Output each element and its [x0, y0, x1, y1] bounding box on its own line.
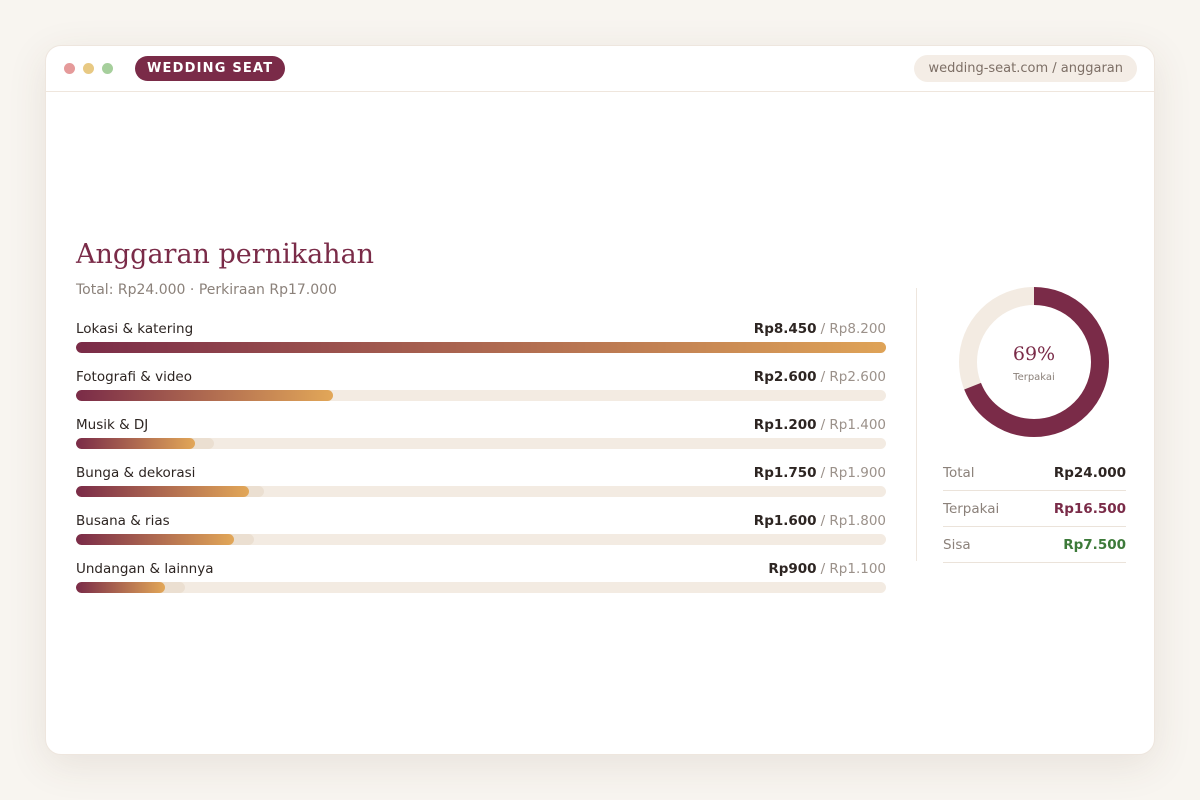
spent-bar: [76, 438, 195, 449]
title: Anggaran pernikahan: [76, 239, 375, 270]
summary-label: Total: [943, 465, 975, 481]
item-name: Bunga & dekorasi: [76, 465, 196, 481]
summary-label: Terpakai: [943, 501, 1000, 517]
budget-row: Musik & DJ Rp1.200/ Rp1.400: [76, 416, 886, 464]
budget-row: Bunga & dekorasi Rp1.750/ Rp1.900: [76, 464, 886, 512]
spent-bar: [76, 582, 165, 593]
spent-bar: [76, 390, 333, 401]
brand[interactable]: WEDDING SEAT: [135, 56, 286, 81]
item-amount: Rp900/ Rp1.100: [768, 561, 886, 577]
window-dot[interactable]: [83, 63, 94, 74]
spent-label: Rp1.750: [753, 465, 817, 481]
window-dot[interactable]: [64, 63, 75, 74]
spent-bar: [76, 486, 249, 497]
divider: [916, 288, 917, 561]
donut-arc: [959, 287, 1109, 437]
percent-caption: Terpakai: [1013, 372, 1055, 383]
summary-label: Sisa: [943, 537, 971, 553]
spent-bar: [76, 342, 886, 353]
subtitle: Total: Rp24.000 · Perkiraan Rp17.000: [76, 282, 337, 298]
estimate-label: / Rp1.100: [820, 561, 886, 577]
bar-track: [76, 534, 886, 545]
summary-value: Rp16.500: [1053, 501, 1126, 517]
item-name: Undangan & lainnya: [76, 561, 214, 577]
estimate-label: / Rp1.800: [820, 513, 886, 529]
budget-list: Lokasi & katering Rp8.450/ Rp8.200 Fotogra…: [76, 320, 886, 608]
title-bar: WEDDING SEAT wedding-seat.com / anggaran: [46, 46, 1154, 92]
budget-row: Fotografi & video Rp2.600/ Rp2.600: [76, 368, 886, 416]
url[interactable]: wedding-seat.com / anggaran: [914, 55, 1137, 82]
budget-row: Busana & rias Rp1.600/ Rp1.800: [76, 512, 886, 560]
budget-row: Lokasi & katering Rp8.450/ Rp8.200: [76, 320, 886, 368]
item-name: Fotografi & video: [76, 369, 192, 385]
spent-label: Rp900: [768, 561, 817, 577]
estimate-label: / Rp1.900: [820, 465, 886, 481]
spent-label: Rp2.600: [753, 369, 817, 385]
summary-value: Rp7.500: [1063, 537, 1126, 553]
item-name: Musik & DJ: [76, 417, 149, 433]
window-dot[interactable]: [102, 63, 113, 74]
budget-row: Undangan & lainnya Rp900/ Rp1.100: [76, 560, 886, 608]
spent-label: Rp1.600: [753, 513, 817, 529]
summary: Total Rp24.000 Terpakai Rp16.500 Sisa Rp7.500: [943, 456, 1126, 564]
item-amount: Rp1.200/ Rp1.400: [754, 417, 886, 433]
item-amount: Rp1.750/ Rp1.900: [754, 465, 886, 481]
donut: [959, 287, 1109, 437]
app-window: WEDDING SEAT wedding-seat.com / anggaran…: [45, 45, 1155, 755]
summary-row: Total Rp24.000: [943, 456, 1126, 491]
item-amount: Rp1.600/ Rp1.800: [754, 513, 886, 529]
summary-row: Terpakai Rp16.500: [943, 492, 1126, 527]
summary-row: Sisa Rp7.500: [943, 528, 1126, 563]
spent-label: Rp8.450: [753, 321, 817, 337]
summary-value: Rp24.000: [1053, 465, 1126, 481]
estimate-label: / Rp2.600: [820, 369, 886, 385]
bar-track: [76, 390, 886, 401]
estimate-label: / Rp1.400: [820, 417, 886, 433]
item-amount: Rp2.600/ Rp2.600: [754, 369, 886, 385]
item-amount: Rp8.450/ Rp8.200: [754, 321, 886, 337]
spent-label: Rp1.200: [753, 417, 817, 433]
bar-track: [76, 342, 886, 353]
item-name: Lokasi & katering: [76, 321, 194, 337]
bar-track: [76, 438, 886, 449]
item-name: Busana & rias: [76, 513, 170, 529]
bar-track: [76, 582, 886, 593]
bar-track: [76, 486, 886, 497]
percent: 69%: [1012, 343, 1056, 365]
spent-bar: [76, 534, 235, 545]
estimate-label: / Rp8.200: [820, 321, 886, 337]
